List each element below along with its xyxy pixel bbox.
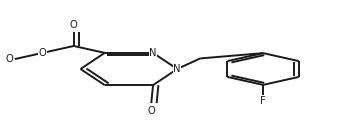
Text: O: O bbox=[5, 54, 13, 64]
Text: O: O bbox=[39, 48, 47, 58]
Text: F: F bbox=[260, 96, 266, 106]
Text: O: O bbox=[147, 106, 155, 116]
Text: O: O bbox=[70, 20, 78, 30]
Text: N: N bbox=[149, 48, 157, 58]
Text: N: N bbox=[174, 64, 181, 74]
